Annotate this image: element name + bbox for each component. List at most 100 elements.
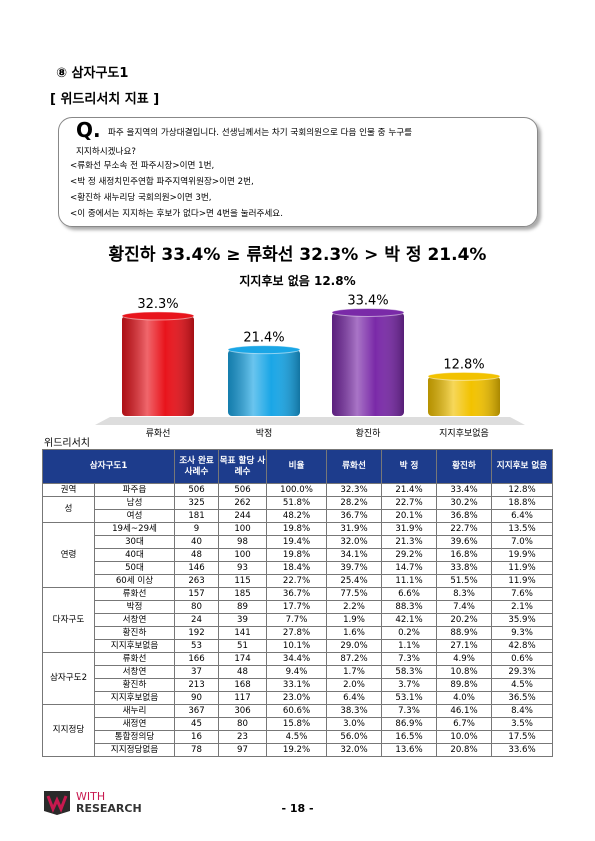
table-cell: 7.0% [491,535,554,549]
category-label: 박정 [256,428,273,439]
table-cell: 11.1% [381,574,438,588]
table-cell: 21.3% [381,535,438,549]
table-cell: 17.5% [491,730,554,744]
bar-shine [428,376,500,416]
table-cell: 16 [174,730,220,744]
table-cell: 58.3% [381,665,438,679]
table-row: 30대 40 98 19.4% 32.0% 21.3% 39.6% 7.0% [43,535,554,549]
question-line: <류화선 무소속 전 파주시장>이면 1번, [70,161,215,171]
row-label: 황진하 [93,678,176,692]
table-cell: 22.7% [436,522,493,536]
table-row: 성 남성 325 262 51.8% 28.2% 22.7% 30.2% 18.8% [42,496,554,523]
row-label: 황진하 [93,626,176,640]
row-label: 파주읍 [93,483,176,497]
table-cell: 19.9% [491,548,554,562]
table-row: 지지후보없음 90 117 23.0% 6.4% 53.1% 4.0% 36.5% [43,691,554,705]
table-cell: 262 [218,496,268,510]
row-label: 지지정당없음 [93,743,176,757]
table-row: 40대 48 100 19.8% 34.1% 29.2% 16.8% 19.9% [43,548,554,562]
table-cell: 80 [174,600,220,614]
table-cell: 168 [218,678,268,692]
table-cell: 146 [174,561,220,575]
table-cell: 506 [218,483,268,497]
row-label: 새누리 [93,704,176,718]
section-number: ⑧ [56,66,68,81]
table-row: 지지후보없음 53 51 10.1% 29.0% 1.1% 27.1% 42.8% [43,639,554,653]
table-cell: 17.7% [266,600,328,614]
table-cell: 24 [174,613,220,627]
table-cell: 29.0% [326,639,383,653]
table-cell: 42.8% [491,639,554,653]
table-cell: 141 [218,626,268,640]
table-cell: 1.1% [381,639,438,653]
table-cell: 22.7% [266,574,328,588]
table-cell: 4.5% [491,678,554,692]
header-cell: 박 정 [381,449,438,484]
table-cell: 6.4% [491,509,554,523]
table-cell: 100.0% [266,483,328,497]
table-cell: 36.7% [266,587,328,601]
table-row: 황진하 192 141 27.8% 1.6% 0.2% 88.9% 9.3% [43,626,554,640]
table-cell: 185 [218,587,268,601]
table-cell: 39.7% [326,561,383,575]
table-cell: 0.2% [381,626,438,640]
question-line: 파주 을지역의 가상대결입니다. 선생님께서는 차기 국회의원으로 다음 인물 … [108,128,413,138]
header-cell: 류화선 [326,449,383,484]
table-row: 서창연 24 39 7.7% 1.9% 42.1% 20.2% 35.9% [43,613,554,627]
row-label: 40대 [93,548,176,562]
table-row: 다자구도 류화선 157 185 36.7% 77.5% 6.6% 8.3% 7.6% [42,587,554,653]
table-cell: 100 [218,522,268,536]
table-cell: 4.5% [266,730,328,744]
table-cell: 306 [218,704,268,718]
category-label: 류화선 [146,428,171,439]
table-cell: 192 [174,626,220,640]
value-label: 21.4% [243,331,284,346]
table-cell: 56.0% [326,730,383,744]
table-cell: 97 [218,743,268,757]
row-label: 19세~29세 [93,522,176,536]
table-cell: 19.4% [266,535,328,549]
table-cell: 11.9% [491,574,554,588]
headline: 황진하 33.4% ≥ 류화선 32.3% > 박 정 21.4% [108,245,487,265]
table-cell: 9.4% [266,665,328,679]
group-label: 다자구도 [42,587,95,653]
bar-chart: 32.3% 류화선 21.4% 박정 33.4% 황진하 12.8% 지지후보없음 [95,293,525,439]
table-cell: 117 [218,691,268,705]
table-cell: 51 [218,639,268,653]
logo-text: WITH [76,790,105,803]
table-cell: 40 [174,535,220,549]
table-cell: 13.6% [381,743,438,757]
table-cell: 7.3% [381,652,438,666]
value-label: 33.4% [347,293,388,308]
table-row: 지지정당 새누리 367 306 60.6% 38.3% 7.3% 46.1% 8.4% [42,704,554,757]
table-cell: 33.4% [436,483,493,497]
table-cell: 367 [174,704,220,718]
table-cell: 11.9% [491,561,554,575]
table-row: 통합정의당 16 23 4.5% 56.0% 16.5% 10.0% 17.5% [43,730,554,744]
row-label: 지지후보없음 [93,691,176,705]
table-cell: 51.5% [436,574,493,588]
bar-top [331,307,405,317]
table-cell: 0.6% [491,652,554,666]
table-cell: 2.1% [491,600,554,614]
table-cell: 100 [218,548,268,562]
question-line: <황진하 새누리당 국회의원>이면 3번, [70,193,212,203]
table-cell: 6.4% [326,691,383,705]
table-cell: 33.6% [491,743,554,757]
table-cell: 2.2% [326,600,383,614]
table-cell: 115 [218,574,268,588]
table-cell: 1.7% [326,665,383,679]
group-label: 성 [42,496,95,523]
table-cell: 174 [218,652,268,666]
table-cell: 33.8% [436,561,493,575]
question-box [58,117,538,227]
table-cell: 34.4% [266,652,328,666]
table-caption: 위드리서치 [44,438,90,449]
table-cell: 18.8% [491,496,554,510]
header-cell: 조사 완료 사례수 [174,449,220,484]
table-cell: 10.1% [266,639,328,653]
row-label: 새정연 [93,717,176,731]
table-cell: 1.6% [326,626,383,640]
question-line: 지지하시겠나요? [76,147,136,157]
